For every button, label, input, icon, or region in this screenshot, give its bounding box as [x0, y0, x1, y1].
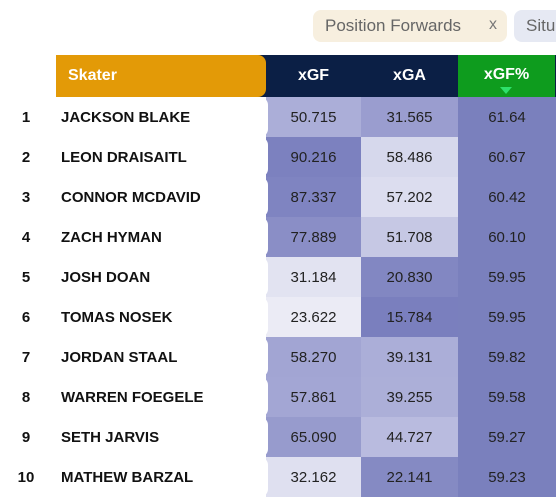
header-xgf-pct[interactable]: xGF%	[458, 55, 555, 97]
row-xgf-value: 58.270	[266, 337, 361, 377]
filter-chip-situation-label: Situ	[526, 16, 556, 35]
row-xgf-pct-value: 59.82	[458, 337, 556, 377]
row-skater-name: LEON DRAISAITL	[56, 137, 266, 177]
row-skater-name: JOSH DOAN	[56, 257, 266, 297]
header-skater[interactable]: Skater	[56, 55, 266, 97]
header-xgf-pct-label: xGF%	[483, 66, 530, 83]
row-xgf-pct-value: 60.42	[458, 177, 556, 217]
row-rank: 6	[21, 308, 31, 326]
sort-descending-icon	[500, 87, 512, 94]
row-xgf-value: 90.216	[266, 137, 361, 177]
row-xgf-pct-value: 59.27	[458, 417, 556, 457]
row-rank: 9	[21, 428, 31, 446]
row-xgf-pct-value: 59.23	[458, 457, 556, 497]
table-row[interactable]: 5 JOSH DOAN 31.184 20.830 59.95	[0, 257, 556, 297]
header-xgf[interactable]: xGF	[266, 55, 361, 97]
row-skater-name: TOMAS NOSEK	[56, 297, 266, 337]
row-rank: 2	[21, 148, 31, 166]
row-xgf-value: 77.889	[266, 217, 361, 257]
table-row[interactable]: 6 TOMAS NOSEK 23.622 15.784 59.95	[0, 297, 556, 337]
row-xgf-pct-value: 60.10	[458, 217, 556, 257]
row-xga-value: 44.727	[361, 417, 458, 457]
row-skater-name: JACKSON BLAKE	[56, 97, 266, 137]
row-xga-value: 58.486	[361, 137, 458, 177]
row-rank: 5	[21, 268, 31, 286]
row-rank: 7	[21, 348, 31, 366]
row-skater-name: ZACH HYMAN	[56, 217, 266, 257]
row-xgf-value: 87.337	[266, 177, 361, 217]
row-rank: 8	[21, 388, 31, 406]
row-xga-value: 39.255	[361, 377, 458, 417]
row-xga-value: 20.830	[361, 257, 458, 297]
row-skater-name: SETH JARVIS	[56, 417, 266, 457]
header-xgf-label: xGF	[297, 67, 330, 84]
row-xgf-value: 65.090	[266, 417, 361, 457]
header-skater-label: Skater	[68, 67, 117, 84]
row-rank: 10	[17, 468, 35, 486]
row-xgf-value: 31.184	[266, 257, 361, 297]
row-xga-value: 15.784	[361, 297, 458, 337]
row-xgf-pct-value: 59.95	[458, 297, 556, 337]
row-xgf-pct-value: 61.64	[458, 97, 556, 137]
remove-filter-icon[interactable]: x	[489, 16, 497, 33]
header-xga[interactable]: xGA	[361, 55, 458, 97]
row-xgf-value: 57.861	[266, 377, 361, 417]
row-xga-value: 31.565	[361, 97, 458, 137]
row-xgf-value: 23.622	[266, 297, 361, 337]
row-xgf-value: 32.162	[266, 457, 361, 497]
row-xgf-value: 50.715	[266, 97, 361, 137]
row-xga-value: 22.141	[361, 457, 458, 497]
table-row[interactable]: 10 MATHEW BARZAL 32.162 22.141 59.23	[0, 457, 556, 497]
table-row[interactable]: 9 SETH JARVIS 65.090 44.727 59.27	[0, 417, 556, 457]
table-row[interactable]: 4 ZACH HYMAN 77.889 51.708 60.10	[0, 217, 556, 257]
row-xga-value: 57.202	[361, 177, 458, 217]
filter-chip-position[interactable]: Position Forwards x	[313, 10, 507, 42]
row-xgf-pct-value: 59.58	[458, 377, 556, 417]
table-row[interactable]: 1 JACKSON BLAKE 50.715 31.565 61.64	[0, 97, 556, 137]
row-skater-name: WARREN FOEGELE	[56, 377, 266, 417]
row-skater-name: JORDAN STAAL	[56, 337, 266, 377]
row-skater-name: MATHEW BARZAL	[56, 457, 266, 497]
filter-chip-situation[interactable]: Situ	[514, 10, 556, 42]
row-xgf-pct-value: 59.95	[458, 257, 556, 297]
header-xga-label: xGA	[393, 67, 426, 84]
row-xga-value: 39.131	[361, 337, 458, 377]
table-row[interactable]: 8 WARREN FOEGELE 57.861 39.255 59.58	[0, 377, 556, 417]
row-xgf-pct-value: 60.67	[458, 137, 556, 177]
table-row[interactable]: 3 CONNOR MCDAVID 87.337 57.202 60.42	[0, 177, 556, 217]
row-rank: 4	[21, 228, 31, 246]
row-xga-value: 51.708	[361, 217, 458, 257]
filter-chip-position-label: Position Forwards	[325, 16, 462, 35]
table-row[interactable]: 2 LEON DRAISAITL 90.216 58.486 60.67	[0, 137, 556, 177]
row-rank: 3	[21, 188, 31, 206]
table-row[interactable]: 7 JORDAN STAAL 58.270 39.131 59.82	[0, 337, 556, 377]
row-skater-name: CONNOR MCDAVID	[56, 177, 266, 217]
row-rank: 1	[21, 108, 31, 126]
